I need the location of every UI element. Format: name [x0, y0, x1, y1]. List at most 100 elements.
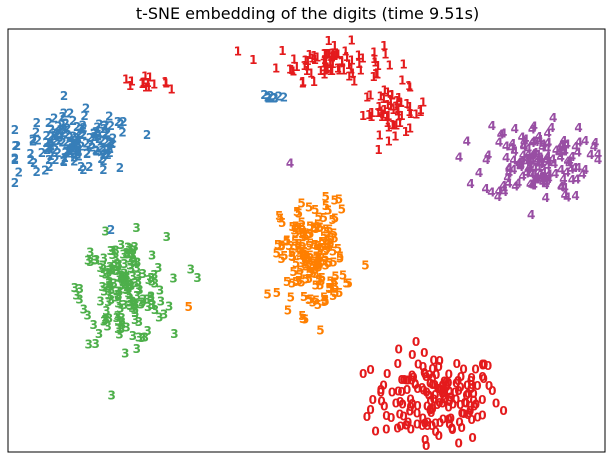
- point-digit-5-892: 5: [306, 265, 314, 279]
- point-digit-0-35: 0: [399, 410, 407, 424]
- point-digit-5-966: 5: [334, 242, 342, 256]
- point-digit-3-604: 3: [135, 331, 143, 345]
- point-digit-2-325: 2: [79, 128, 87, 142]
- point-digit-2-465: 2: [11, 123, 19, 137]
- point-digit-5-818: 5: [298, 215, 306, 229]
- point-digit-2-453: 2: [101, 135, 109, 149]
- point-digit-5-819: 5: [339, 268, 347, 282]
- point-digit-2-385: 2: [104, 148, 112, 162]
- point-digit-2-340: 2: [86, 138, 94, 152]
- point-digit-3-499: 3: [147, 271, 155, 285]
- point-digit-4-708: 4: [466, 177, 474, 191]
- point-digit-2-435: 2: [51, 153, 59, 167]
- point-digit-0-99: 0: [445, 368, 453, 382]
- point-digit-1-171: 1: [371, 56, 379, 70]
- point-digit-4-652: 4: [545, 168, 553, 182]
- point-digit-1-240: 1: [288, 63, 296, 77]
- point-digit-5-949: 5: [316, 258, 324, 272]
- point-digit-4-711: 4: [532, 172, 540, 186]
- point-digit-1-297: 1: [386, 94, 394, 108]
- point-digit-1-302: 1: [365, 108, 373, 122]
- point-digit-5-848: 5: [317, 274, 325, 288]
- point-digit-1-247: 1: [327, 64, 335, 78]
- point-digit-5-954: 5: [311, 203, 319, 217]
- point-digit-0-127: 0: [457, 370, 465, 384]
- point-digit-2-968: 2: [107, 223, 115, 237]
- point-digit-0-87: 0: [440, 374, 448, 388]
- point-digit-2-342: 2: [108, 137, 116, 151]
- point-digit-2-469: 2: [260, 88, 268, 102]
- point-digit-2-429: 2: [79, 128, 87, 142]
- point-digit-4-720: 4: [494, 190, 502, 204]
- point-digit-1-183: 1: [333, 46, 341, 60]
- point-digit-1-187: 1: [348, 53, 356, 67]
- point-digit-0-166: 0: [467, 399, 475, 413]
- point-digit-5-913: 5: [303, 251, 311, 265]
- point-digit-4-756: 4: [537, 172, 545, 186]
- point-digit-3-563: 3: [120, 267, 128, 281]
- point-digit-1-279: 1: [363, 91, 371, 105]
- point-digit-5-860: 5: [305, 272, 313, 286]
- point-digit-2-423: 2: [79, 163, 87, 177]
- point-digit-3-547: 3: [107, 280, 115, 294]
- point-digit-5-917: 5: [296, 263, 304, 277]
- point-digit-2-473: 2: [264, 90, 272, 104]
- point-digit-5-915: 5: [323, 242, 331, 256]
- point-digit-5-935: 5: [311, 267, 319, 281]
- point-digit-4-658: 4: [518, 170, 526, 184]
- point-digit-3-502: 3: [92, 337, 100, 351]
- point-digit-2-408: 2: [74, 136, 82, 150]
- point-digit-3-507: 3: [123, 281, 131, 295]
- point-digit-4-742: 4: [505, 167, 513, 181]
- point-digit-4-772: 4: [574, 146, 582, 160]
- point-digit-3-531: 3: [170, 327, 178, 341]
- point-digit-1-275: 1: [406, 100, 414, 114]
- point-digit-4-757: 4: [534, 153, 542, 167]
- point-digit-4-672: 4: [525, 154, 533, 168]
- point-digit-2-403: 2: [90, 127, 98, 141]
- point-digit-0-154: 0: [431, 378, 439, 392]
- point-digit-1-257: 1: [359, 109, 367, 123]
- point-digit-5-830: 5: [329, 255, 337, 269]
- point-digit-0-137: 0: [473, 379, 481, 393]
- point-digit-3-516: 3: [118, 311, 126, 325]
- point-digit-3-584: 3: [151, 277, 159, 291]
- point-digit-4-796: 4: [591, 136, 599, 150]
- point-digit-4-778: 4: [543, 153, 551, 167]
- point-digit-4-653: 4: [508, 137, 516, 151]
- point-digit-2-358: 2: [82, 136, 90, 150]
- point-digit-2-328: 2: [61, 116, 69, 130]
- point-digit-5-923: 5: [316, 323, 324, 337]
- point-digit-0-54: 0: [439, 413, 447, 427]
- point-digit-1-201: 1: [358, 52, 366, 66]
- point-digit-3-611: 3: [114, 288, 122, 302]
- point-digit-2-463: 2: [34, 134, 42, 148]
- point-digit-4-680: 4: [565, 155, 573, 169]
- point-digit-2-365: 2: [47, 123, 55, 137]
- point-digit-5-911: 5: [330, 275, 338, 289]
- point-digit-0-134: 0: [455, 416, 463, 430]
- point-digit-3-567: 3: [134, 269, 142, 283]
- point-digit-5-907: 5: [304, 258, 312, 272]
- point-digit-4-755: 4: [535, 133, 543, 147]
- point-digit-5-906: 5: [295, 268, 303, 282]
- point-digit-4-743: 4: [528, 136, 536, 150]
- point-digit-3-550: 3: [126, 291, 134, 305]
- point-digit-2-433: 2: [58, 118, 66, 132]
- point-digit-3-620: 3: [114, 289, 122, 303]
- point-digit-1-273: 1: [387, 100, 395, 114]
- point-digit-2-327: 2: [72, 138, 80, 152]
- point-digit-3-636: 3: [86, 255, 94, 269]
- point-digit-0-51: 0: [419, 384, 427, 398]
- point-digit-5-864: 5: [304, 228, 312, 242]
- point-digit-2-450: 2: [71, 134, 79, 148]
- point-digit-1-299: 1: [406, 121, 414, 135]
- point-digit-0-41: 0: [426, 403, 434, 417]
- point-digit-3-520: 3: [144, 324, 152, 338]
- point-digit-0-102: 0: [473, 410, 481, 424]
- point-digit-3-608: 3: [119, 275, 127, 289]
- point-digit-2-410: 2: [99, 143, 107, 157]
- point-digit-2-418: 2: [11, 152, 19, 166]
- point-digit-5-822: 5: [277, 239, 285, 253]
- point-digit-0-64: 0: [440, 385, 448, 399]
